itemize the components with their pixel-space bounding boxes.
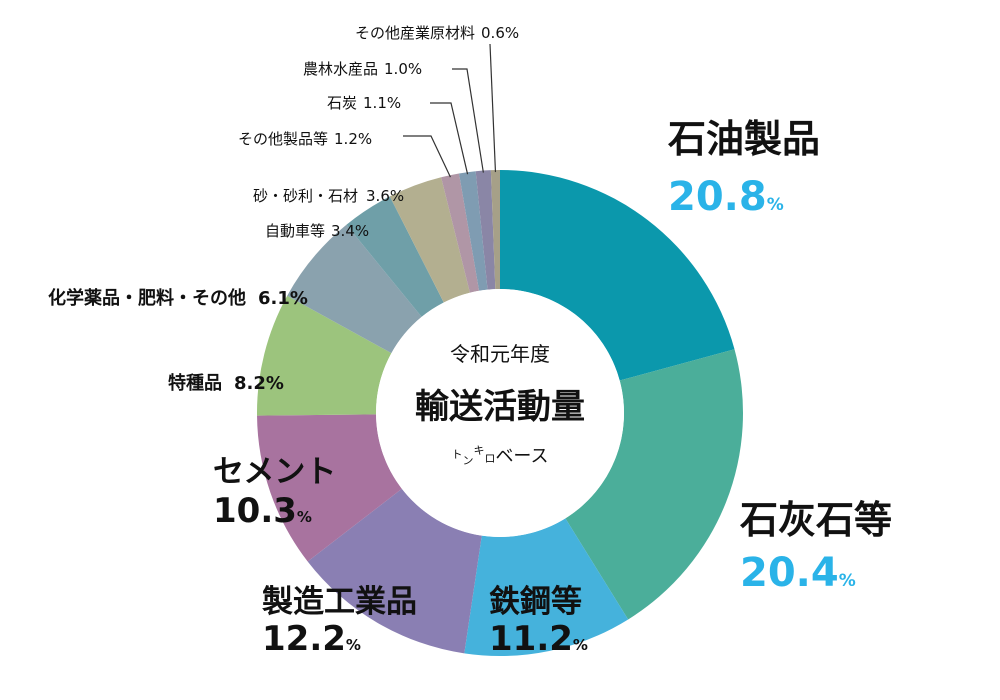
slice-label: セメント [213,454,336,490]
slice-label: 石灰石等 [740,498,892,542]
center-label: 令和元年度 輸送活動量 トンキロベース [415,342,585,467]
slice-11 [475,170,496,290]
center-unit-part: ロ [484,452,495,465]
label-tekko: 鉄鋼等 11.2% [489,584,588,659]
label-kagaku: 化学薬品・肥料・その他 6.1% [48,287,308,309]
center-title-year: 令和元年度 [450,342,550,366]
slice-9 [441,173,480,293]
leader-line-10 [430,102,469,175]
center-unit-part: ン [462,454,473,467]
leader-line-9 [403,135,451,178]
center-unit-part: ト [451,448,462,461]
slice-label: 鉄鋼等 [489,584,582,620]
label-cement: セメント 10.3% [213,454,336,531]
leader-line-12 [489,43,497,173]
label-sonota-sangyo: その他産業原材料 0.6% [355,24,519,42]
slice-label: 石油製品 [668,117,820,161]
slice-value: 20.8% [668,174,784,220]
label-sekiyu-seihin: 石油製品 20.8% [668,117,820,220]
label-suna: 砂・砂利・石材 3.6% [253,187,404,205]
leader-lines [403,43,497,178]
label-sekitan: 石炭 1.1% [327,94,401,112]
label-jidosha: 自動車等 3.4% [265,222,369,240]
slice-4 [257,414,402,562]
slice-value: 10.3% [213,491,312,531]
slice-6 [287,224,422,354]
center-title-main: 輸送活動量 [415,387,585,427]
label-sonota-seihin: その他製品等 1.2% [238,130,372,148]
slice-7 [346,196,444,317]
slice-0 [500,170,735,381]
slice-1 [565,349,743,620]
slice-value: 20.4% [740,550,856,596]
slice-value: 11.2% [489,619,588,659]
center-unit-part: キ [473,444,484,457]
slice-value: 12.2% [262,619,361,659]
leader-line-11 [452,68,484,173]
center-unit-part: ベース [495,446,548,467]
center-unit: トンキロベース [451,444,548,467]
label-sekkaiseki: 石灰石等 20.4% [740,498,892,596]
slice-5 [257,295,392,416]
donut-hole [376,289,624,537]
label-norin: 農林水産品 1.0% [303,60,422,78]
slice-label: 製造工業品 [262,584,417,620]
slice-12 [490,170,500,290]
label-tokushuhin: 特種品 8.2% [168,372,284,394]
slice-8 [389,177,470,303]
label-seizo-kogyo: 製造工業品 12.2% [262,584,417,659]
slice-3 [307,488,482,654]
donut-slices [257,170,743,656]
slice-2 [464,518,629,656]
slice-10 [459,171,488,291]
